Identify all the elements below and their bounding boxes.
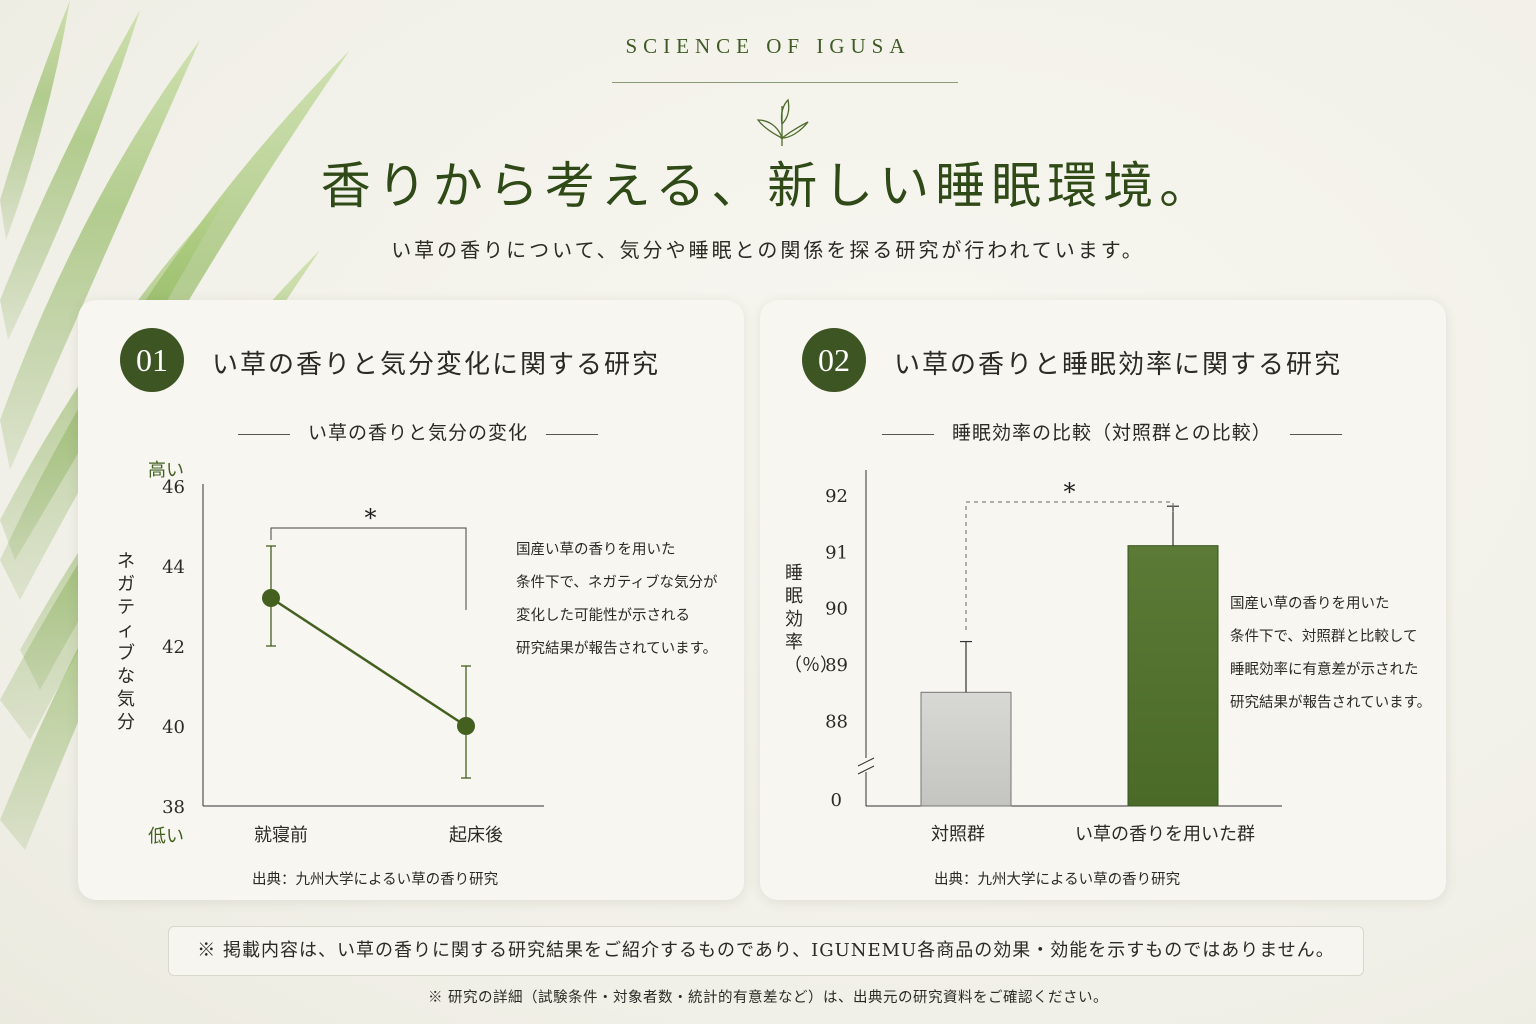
bar xyxy=(1127,545,1219,807)
y-tick-label: 46 xyxy=(162,477,185,498)
axis-break-mark xyxy=(857,765,875,775)
source-citation: 出典：九州大学によるい草の香り研究 xyxy=(934,872,1181,888)
title-rule-left xyxy=(238,433,290,435)
card-title: い草の香りと睡眠効率に関する研究 xyxy=(894,350,1343,380)
title-rule-right xyxy=(546,433,599,435)
chart-title-text: い草の香りと気分の変化 xyxy=(308,422,529,444)
study-description: 国産い草の香りを用いた条件下で、対照群と比較して 睡眠効率に有意差が示された 研究結… xyxy=(1230,588,1431,720)
title-rule-right xyxy=(1289,433,1342,435)
lead-text: い草の香りについて、気分や睡眠との関係を探る研究が行われています。 xyxy=(391,238,1145,262)
y-tick-label: 89 xyxy=(825,655,848,676)
x-tick-label: 起床後 xyxy=(449,825,503,846)
y-tick-label: 42 xyxy=(162,637,185,658)
card-number-badge: 02 xyxy=(802,328,866,392)
title-rule-left xyxy=(882,433,934,435)
card-title: い草の香りと気分変化に関する研究 xyxy=(212,350,661,380)
card-number-badge: 01 xyxy=(120,328,184,392)
description-line: 睡眠効率に有意差が示された xyxy=(1230,662,1419,678)
y-tick-label: 91 xyxy=(825,542,848,563)
chart-title: い草の香りと気分の変化 xyxy=(220,418,616,445)
x-tick-label: 対照群 xyxy=(931,824,985,845)
bar xyxy=(920,691,1012,807)
description-line: 国産い草の香りを用いた xyxy=(516,542,676,558)
y-tick-label: 92 xyxy=(825,486,848,507)
data-point xyxy=(457,717,475,735)
kicker-divider xyxy=(612,82,958,83)
significance-mark: * xyxy=(1064,478,1076,506)
kicker: SCIENCE OF IGUSA xyxy=(625,34,911,58)
chart-title-text: 睡眠効率の比較（対照群との比較） xyxy=(952,422,1272,444)
description-line: 研究結果が報告されています。 xyxy=(516,641,718,657)
mood-line-chart: 38 40 42 44 46 就寝前 起床後 * xyxy=(162,477,544,846)
study-description: 国産い草の香りを用いた条件下で、ネガティブな気分が 変化した可能性が示される研究結… xyxy=(516,534,718,666)
description-line: 条件下で、ネガティブな気分が xyxy=(516,575,718,591)
y-low-label: 低い xyxy=(148,826,184,847)
x-tick-label: い草の香りを用いた群 xyxy=(1075,824,1255,845)
study-card-sleep: 02 い草の香りと睡眠効率に関する研究 睡眠効率の比較（対照群との比較） 睡眠効… xyxy=(760,300,1446,900)
y-tick-label-zero: 0 xyxy=(831,790,842,811)
y-tick-label: 38 xyxy=(162,797,185,818)
significance-bracket xyxy=(270,527,467,610)
page-title: 香りから考える、新しい睡眠環境。 xyxy=(320,157,1216,215)
description-line: 国産い草の香りを用いた xyxy=(1230,596,1390,612)
source-citation: 出典：九州大学によるい草の香り研究 xyxy=(252,872,499,888)
x-tick-label: 就寝前 xyxy=(254,825,308,846)
y-high-label: 高い xyxy=(148,460,184,481)
leaf-icon xyxy=(756,98,809,146)
significance-mark: * xyxy=(365,504,377,532)
axis-break-mark xyxy=(857,757,875,767)
y-tick-label: 90 xyxy=(825,599,848,620)
y-tick-label: 88 xyxy=(825,712,848,733)
significance-bracket xyxy=(965,501,1174,630)
description-line: 変化した可能性が示される xyxy=(516,608,690,624)
disclaimer-notice: ※ 掲載内容は、い草の香りに関する研究結果をご紹介するものであり、IGUNEMU… xyxy=(168,926,1364,976)
y-axis-label: ネガティブな気分 xyxy=(117,551,135,733)
data-point xyxy=(262,589,280,607)
y-tick-label: 44 xyxy=(162,557,185,578)
description-line: 研究結果が報告されています。 xyxy=(1230,695,1432,711)
series-line xyxy=(270,596,467,728)
y-tick-label: 40 xyxy=(162,717,185,738)
study-card-mood: 01 い草の香りと気分変化に関する研究 い草の香りと気分の変化 高い 低い ネガ… xyxy=(78,300,744,900)
sleep-bar-chart: 88 89 90 91 92 0 対照群 い草の香りを用いた群 * xyxy=(825,470,1282,845)
footnote: ※ 研究の詳細（試験条件・対象者数・統計的有意差など）は、出典元の研究資料をご確… xyxy=(427,990,1109,1006)
description-line: 条件下で、対照群と比較して xyxy=(1230,629,1418,645)
chart-title: 睡眠効率の比較（対照群との比較） xyxy=(864,418,1360,445)
